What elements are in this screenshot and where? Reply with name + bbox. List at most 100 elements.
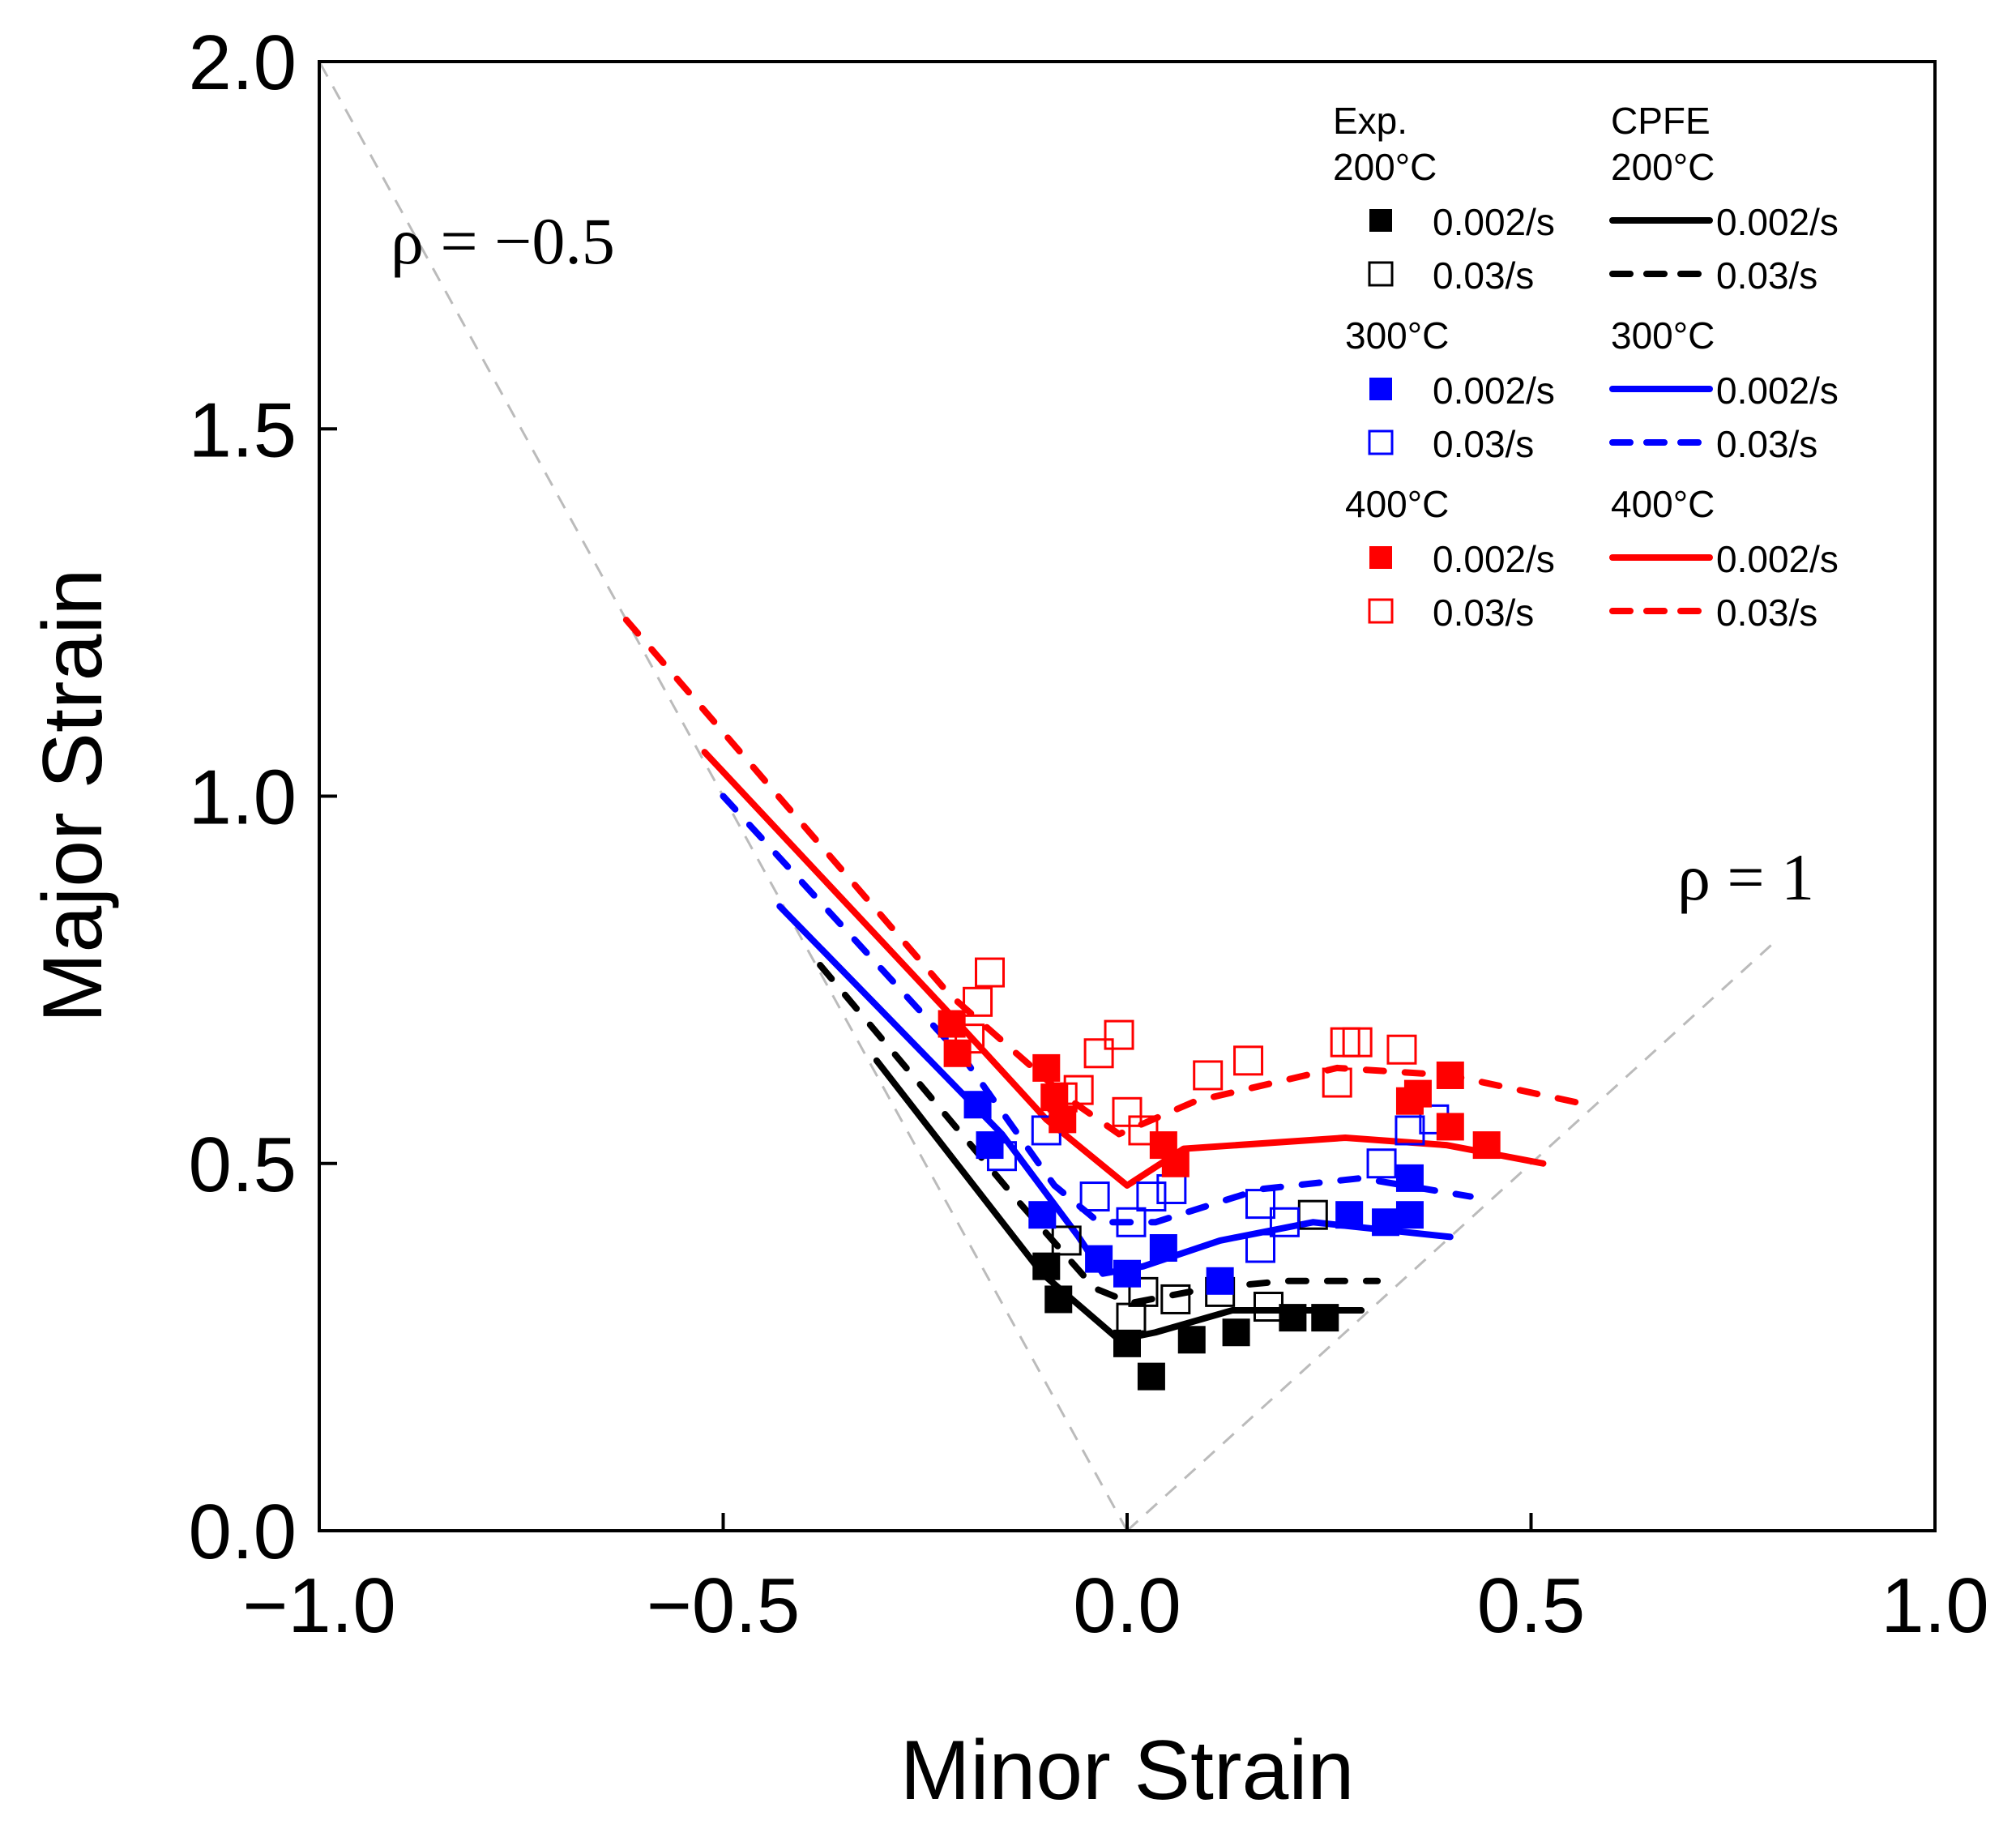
legend-cpfe-rate: 0.002/s: [1716, 538, 1839, 580]
data-point: [1206, 1267, 1234, 1295]
legend-cpfe-rate: 0.03/s: [1716, 423, 1817, 465]
data-point: [986, 1141, 1017, 1172]
data-point: [1028, 1201, 1057, 1229]
cpfe-line: [873, 1057, 1365, 1344]
cpfe-line: [622, 616, 1591, 1138]
legend-exp-rate: 0.002/s: [1433, 201, 1555, 243]
data-point: [1128, 1276, 1159, 1307]
data-point: [1395, 1201, 1424, 1229]
legend-cpfe-temp: 200°C: [1611, 146, 1715, 188]
cpfe-line: [701, 749, 1547, 1189]
legend-marker: [1368, 429, 1394, 455]
cpfe-curves: [622, 616, 1591, 1344]
data-point: [1051, 1225, 1082, 1256]
data-point: [1395, 1115, 1425, 1146]
data-point: [1032, 1053, 1061, 1082]
cpfe-line: [720, 793, 1474, 1226]
data-point: [1193, 1060, 1224, 1091]
legend-exp-header: Exp.: [1333, 100, 1407, 142]
data-point: [1063, 1075, 1094, 1105]
data-point: [1085, 1245, 1113, 1273]
data-point: [1245, 1189, 1276, 1220]
data-point: [1366, 1148, 1397, 1179]
data-point: [1386, 1034, 1417, 1065]
data-point: [1128, 1115, 1159, 1146]
data-point: [1160, 1284, 1191, 1314]
data-point: [976, 1131, 1004, 1160]
x-tick-label: −0.5: [647, 1562, 801, 1649]
legend-marker: [1369, 209, 1392, 232]
legend-exp-rate: 0.002/s: [1433, 370, 1555, 412]
data-point: [1044, 1285, 1073, 1314]
experimental-points: [938, 957, 1501, 1391]
data-point: [1116, 1302, 1147, 1333]
y-tick-label: 0.5: [189, 1122, 297, 1208]
data-point: [1161, 1149, 1190, 1177]
x-tick-label: −1.0: [242, 1562, 396, 1649]
x-tick-label: 1.0: [1881, 1562, 1988, 1649]
legend-marker: [1368, 598, 1394, 624]
annotation-rho-neg-half: ρ = −0.5: [391, 204, 615, 278]
data-point: [1149, 1233, 1177, 1262]
y-axis-label: Major Strain: [26, 569, 120, 1023]
legend-marker: [1369, 546, 1392, 569]
data-point: [963, 1091, 992, 1119]
data-point: [1322, 1067, 1352, 1098]
data-point: [1032, 1252, 1061, 1280]
x-tick-label: 0.5: [1477, 1562, 1585, 1649]
legend-cpfe-rate: 0.03/s: [1716, 592, 1817, 634]
legend-cpfe-temp: 400°C: [1611, 483, 1715, 525]
data-point: [1113, 1259, 1141, 1288]
data-point: [1104, 1019, 1134, 1050]
data-point: [1137, 1362, 1165, 1391]
data-point: [1177, 1326, 1206, 1354]
legend-exp-rate: 0.002/s: [1433, 538, 1555, 580]
legend-exp-rate: 0.03/s: [1433, 423, 1534, 465]
data-point: [1395, 1164, 1424, 1192]
legend: Exp. CPFE 200°C 200°C 0.002/s 0.002/s 0.03/s…: [1333, 100, 1839, 634]
y-tick-label: 0.0: [189, 1489, 297, 1575]
data-point: [1279, 1304, 1307, 1332]
legend-exp-temp: 300°C: [1345, 314, 1449, 357]
data-point: [975, 957, 1006, 988]
data-point: [955, 1023, 985, 1054]
data-point: [1083, 1038, 1114, 1069]
data-point: [1156, 1173, 1187, 1204]
y-tick-label: 1.5: [189, 387, 297, 473]
legend-marker: [1369, 378, 1392, 400]
data-point: [1330, 1027, 1360, 1058]
data-point: [1311, 1304, 1339, 1332]
data-point: [1233, 1045, 1264, 1076]
legend-cpfe-header: CPFE: [1611, 100, 1711, 142]
legend-cpfe-rate: 0.002/s: [1716, 370, 1839, 412]
y-tick-label: 2.0: [189, 19, 297, 106]
data-point: [1253, 1292, 1283, 1322]
reference-line: [1125, 942, 1775, 1532]
axis-ticks: −1.0 −0.5 0.0 0.5 1.0 0.0 0.5 1.0 1.5 2.0: [189, 19, 1989, 1649]
legend-cpfe-rate: 0.03/s: [1716, 254, 1817, 297]
data-point: [1269, 1207, 1300, 1237]
data-point: [1335, 1201, 1364, 1229]
data-point: [1047, 1082, 1078, 1113]
data-point: [1472, 1131, 1501, 1160]
legend-exp-rate: 0.03/s: [1433, 254, 1534, 297]
data-point: [1113, 1329, 1141, 1357]
y-tick-label: 1.0: [189, 754, 297, 841]
data-point: [1049, 1105, 1077, 1134]
x-axis-label: Minor Strain: [900, 1724, 1355, 1818]
data-point: [1116, 1207, 1147, 1237]
data-point: [1436, 1113, 1464, 1141]
legend-exp-rate: 0.03/s: [1433, 592, 1534, 634]
data-point: [1222, 1318, 1250, 1347]
data-point: [1403, 1079, 1432, 1108]
data-point: [1342, 1027, 1373, 1058]
legend-exp-temp: 200°C: [1333, 146, 1437, 188]
x-tick-label: 0.0: [1073, 1562, 1181, 1649]
legend-cpfe-temp: 300°C: [1611, 314, 1715, 357]
data-point: [1245, 1233, 1276, 1263]
annotation-rho-one: ρ = 1: [1677, 840, 1814, 914]
data-point: [1112, 1096, 1143, 1127]
data-point: [1372, 1208, 1400, 1237]
data-point: [1436, 1061, 1464, 1089]
